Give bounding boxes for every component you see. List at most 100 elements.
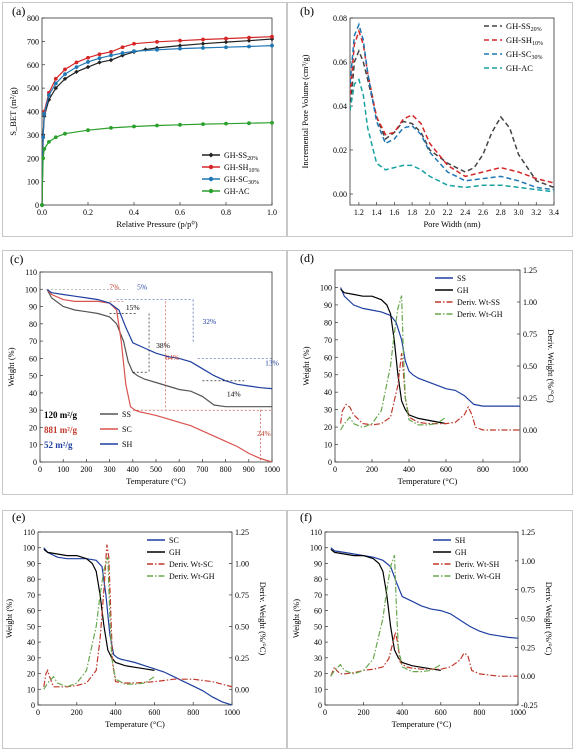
y-axis-label: Incremental Pore Volume (cm³/g): [300, 54, 310, 168]
x-tick-label: 600: [440, 465, 452, 474]
panel-frame: [287, 510, 573, 749]
series-gh-ss-point: [200, 41, 206, 46]
x-tick-label: 1.4: [372, 208, 382, 217]
series-sh-line: [330, 547, 518, 639]
y-tick-label: 50: [27, 622, 35, 631]
series-gh-sc-point: [270, 43, 274, 48]
series-gh-ac-point: [42, 147, 47, 151]
y-tick-label: 0.08: [333, 14, 347, 23]
series-deriv-wt-sh-line: [330, 632, 518, 677]
series-gh-ss-point: [177, 43, 183, 48]
series-gh-sh-point: [74, 60, 79, 65]
y-tick-label: 20: [324, 423, 332, 432]
x-tick-label: 2.0: [425, 208, 435, 217]
series-ss-line: [340, 287, 520, 407]
x-axis-label: Temperature (°C): [392, 719, 452, 729]
series-gh-sh-point: [53, 76, 58, 81]
panel-d: (d) 0 200 400 600 800 1000 0 10 20 30 40 50 60 70 80 90 1…: [287, 250, 573, 495]
x-tick-label: 600: [173, 465, 185, 474]
x-tick-label: 0: [333, 465, 337, 474]
x-tick-label: 300: [104, 465, 116, 474]
x-tick-label: 1000: [264, 465, 280, 474]
panel-label: (f): [300, 510, 312, 524]
y-tick-label: 0: [31, 701, 35, 710]
y-tick-label: 20: [29, 423, 37, 432]
y-tick-label: 30: [29, 406, 37, 415]
y2-axis-label: Deriv. Weight (%/°C): [544, 582, 554, 656]
y-tick-label: 20: [27, 670, 35, 679]
y-tick-label: 0: [318, 701, 322, 710]
y-tick-label: 40: [324, 388, 332, 397]
plot-area: [37, 531, 233, 706]
legend-marker: [208, 188, 214, 194]
series-gh-sc-line: [350, 22, 554, 191]
x-tick-label: 0.2: [83, 208, 93, 217]
x-tick-label: 700: [196, 465, 208, 474]
panel-label: (d): [300, 251, 314, 265]
x-tick-label: 400: [127, 465, 139, 474]
y2-axis-label: Deriv. Weight (%/°C): [258, 582, 268, 656]
legend-entry: Deriv. Wt-SH: [455, 560, 499, 569]
legend: GH-SS20% GH-SH10% GH-SC30% GH-AC: [484, 21, 543, 73]
series-gh-line: [330, 548, 441, 671]
series-gh-sh-point: [178, 38, 182, 43]
x-tick-label: 1000: [510, 708, 526, 717]
legend-entry: GH: [169, 548, 181, 557]
y-tick-label: 70: [314, 591, 322, 600]
panel-label: (e): [12, 510, 25, 524]
y-tick-label: 60: [324, 353, 332, 362]
y2-tick-label: 0.50: [235, 622, 249, 631]
panel-c: (c) 0 100 200 300 400 500 600 700 800 900 1000 0 10 20…: [2, 250, 287, 495]
y-tick-label: 40: [314, 638, 322, 647]
series-gh-ss-point: [120, 53, 125, 58]
y-tick-label: 0.06: [333, 58, 347, 67]
y-tick-label: 30: [27, 654, 35, 663]
x-axis-label: Temperature (°C): [398, 476, 458, 486]
annotation-label: 5%: [137, 282, 147, 291]
y-tick-label: 300: [27, 131, 39, 140]
y2-tick-label: 0.75: [521, 586, 535, 595]
y2-tick-label: 0.00: [521, 672, 535, 681]
legend-marker: [208, 176, 214, 182]
x-tick-label: 400: [110, 708, 122, 717]
series-deriv-wt-gh-line: [340, 295, 447, 431]
y2-tick-label: 0.75: [523, 330, 537, 339]
y2-tick-label: 0.50: [521, 615, 535, 624]
y-tick-label: 80: [29, 320, 37, 329]
series-gh-sh-point: [155, 39, 159, 44]
legend-entry: Deriv. Wt-SS: [457, 298, 500, 307]
x-tick-label: 2.6: [478, 208, 488, 217]
series-deriv-wt-gh-line: [330, 554, 442, 677]
y-tick-label: 100: [320, 283, 332, 292]
y2-tick-label: 0.50: [523, 362, 537, 371]
panel-label: (a): [12, 4, 25, 18]
y-tick-label: 0: [35, 201, 39, 210]
y-tick-label: 40: [29, 389, 37, 398]
y-tick-label: 10: [324, 441, 332, 450]
annotation-label: 7%: [109, 282, 119, 291]
y-tick-label: 50: [29, 372, 37, 381]
y-tick-label: 20: [314, 670, 322, 679]
legend-entry: SC: [169, 536, 179, 545]
y-tick-label: 0: [328, 458, 332, 467]
series-gh-ac-point: [155, 123, 159, 128]
x-tick-label: 500: [150, 465, 162, 474]
x-tick-label: 800: [473, 708, 485, 717]
y-tick-label: 90: [314, 559, 322, 568]
y2-tick-label: 1.25: [523, 266, 537, 275]
series-deriv-wt-ss-line: [340, 353, 520, 431]
legend-entry: GH-AC: [224, 187, 249, 196]
y-tick-label: 600: [27, 61, 39, 70]
panel-frame: [2, 2, 287, 237]
series-ss-line: [46, 289, 272, 408]
series-gh-ss-point: [143, 47, 148, 52]
y-tick-label: 10: [314, 685, 322, 694]
series-gh-ac-point: [109, 125, 113, 130]
legend-entry: SH: [455, 536, 465, 545]
x-tick-label: 2.4: [460, 208, 470, 217]
panel-f: (f) 0 200 400 600 800 1000 0 10 20 30 40 50 60 70 80 90 1…: [287, 510, 573, 749]
x-tick-label: 3.0: [514, 208, 524, 217]
series-gh-ac-point: [47, 139, 51, 144]
y-tick-label: 30: [314, 654, 322, 663]
series-sh-line: [46, 288, 272, 390]
